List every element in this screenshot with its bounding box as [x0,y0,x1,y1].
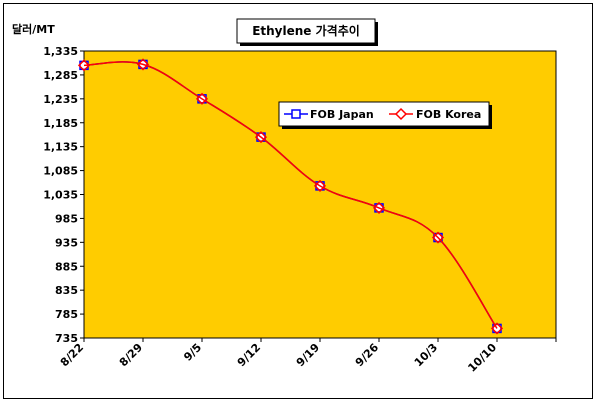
data-point-diamond [254,131,268,144]
data-point-diamond [77,59,91,72]
plot-area [83,50,557,339]
y-tick-label: 1,035 [43,189,78,202]
chart-title-box: Ethylene 가격추이 [236,18,378,46]
legend-item-fob-korea: FOB Korea [389,107,481,121]
data-point-diamond [372,201,386,214]
x-tick-label: 8/29 [117,341,145,369]
series-layer [77,58,504,335]
series-line [83,61,498,329]
x-tick-label: 10/3 [412,341,440,369]
y-tick-label: 885 [55,260,78,273]
data-point-diamond [313,179,327,192]
y-tick-label: 985 [55,212,78,225]
data-point-diamond [195,92,209,105]
y-tick-label: 1,135 [43,141,78,154]
chart-title: Ethylene 가격추이 [252,23,360,38]
x-tick-label: 9/19 [294,341,322,369]
legend-marker-diamond [394,107,408,121]
x-tick-label: 8/22 [58,341,86,369]
legend-marker-square [291,109,301,119]
x-axis: 8/22 8/29 9/5 9/12 9/19 9/26 10/3 10/10 [58,338,557,375]
y-tick-label: 1,085 [43,165,78,178]
data-point-diamond [490,322,504,335]
data-point-diamond [431,231,445,244]
y-tick-label: 1,235 [43,93,78,106]
x-tick-label: 9/26 [353,341,382,370]
y-axis: 735 785 835 885 935 985 1,035 1,085 1,135 1,185 1,… [43,45,84,345]
data-point-diamond [136,58,150,71]
y-tick-label: 1,185 [43,117,78,130]
legend: FOB Japan FOB Korea [278,101,492,129]
y-tick-label: 835 [55,284,78,297]
y-tick-label: 1,335 [43,45,78,58]
legend-label-fob-korea: FOB Korea [416,108,481,121]
x-tick-label: 10/10 [465,341,499,375]
y-axis-unit-label: 달러/MT [12,22,55,36]
legend-item-fob-japan: FOB Japan [284,108,374,121]
y-tick-label: 785 [55,308,78,321]
y-tick-label: 1,285 [43,69,78,82]
series-fob-korea [77,58,504,335]
y-tick-label: 935 [55,236,78,249]
x-tick-label: 9/12 [235,341,263,369]
x-tick-label: 9/5 [181,341,204,364]
legend-label-fob-japan: FOB Japan [310,108,374,121]
y-tick-label: 735 [55,332,78,345]
